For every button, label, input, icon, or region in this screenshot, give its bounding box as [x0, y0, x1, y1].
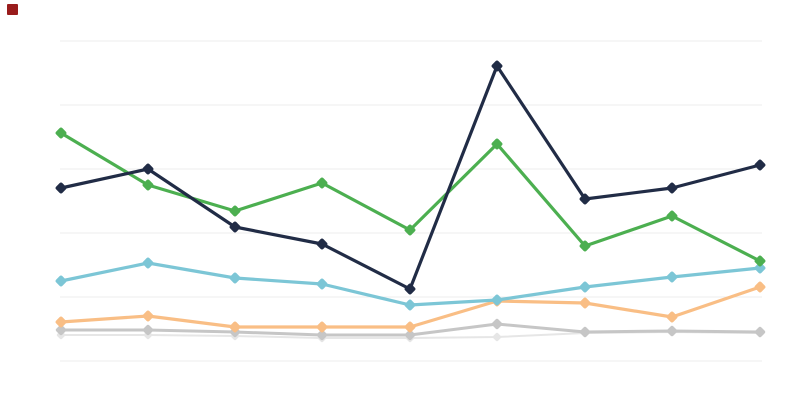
series-marker-navy	[666, 182, 678, 194]
series-marker-gray	[666, 325, 678, 337]
series-marker-navy	[404, 283, 416, 295]
series-marker-navy	[229, 221, 241, 233]
series-marker-green	[229, 205, 241, 217]
series-marker-navy	[55, 182, 67, 194]
series-marker-green	[579, 240, 591, 252]
series-marker-green	[666, 210, 678, 222]
series-marker-cyan	[316, 278, 328, 290]
series-marker-gray	[404, 329, 416, 341]
red-corner-marker	[7, 4, 18, 15]
series-marker-cyan	[666, 271, 678, 283]
series-marker-gray	[142, 324, 154, 336]
series-marker-orange	[142, 310, 154, 322]
series-marker-orange	[55, 316, 67, 328]
series-marker-gray	[316, 329, 328, 341]
series-marker-green	[142, 179, 154, 191]
series-line-green	[59, 131, 762, 263]
series-marker-orange	[754, 281, 766, 293]
series-marker-green	[55, 127, 67, 139]
series-marker-navy	[316, 238, 328, 250]
series-marker-navy	[754, 159, 766, 171]
series-marker-gray	[579, 326, 591, 338]
series-marker-green	[491, 138, 503, 150]
series-marker-cyan	[754, 262, 766, 274]
series-marker-navy	[579, 193, 591, 205]
series-marker-green	[754, 255, 766, 267]
series-marker-cyan	[491, 294, 503, 306]
series-marker-cyan	[229, 272, 241, 284]
series-marker-orange	[316, 321, 328, 333]
series-marker-green	[316, 177, 328, 189]
series-marker-orange	[579, 297, 591, 309]
series-line-navy	[59, 64, 762, 291]
series-marker-navy	[142, 163, 154, 175]
series-marker-orange	[666, 311, 678, 323]
series-marker-gray	[754, 326, 766, 338]
series-marker-light-gray	[492, 332, 502, 342]
series-marker-gray	[55, 324, 67, 336]
series-marker-green	[404, 224, 416, 236]
series-marker-cyan	[579, 281, 591, 293]
series-marker-gray	[491, 318, 503, 330]
series-marker-navy	[491, 60, 503, 72]
series-marker-cyan	[55, 275, 67, 287]
series-marker-orange	[404, 321, 416, 333]
series-marker-cyan	[404, 299, 416, 311]
series-marker-orange	[229, 321, 241, 333]
series-marker-cyan	[142, 257, 154, 269]
